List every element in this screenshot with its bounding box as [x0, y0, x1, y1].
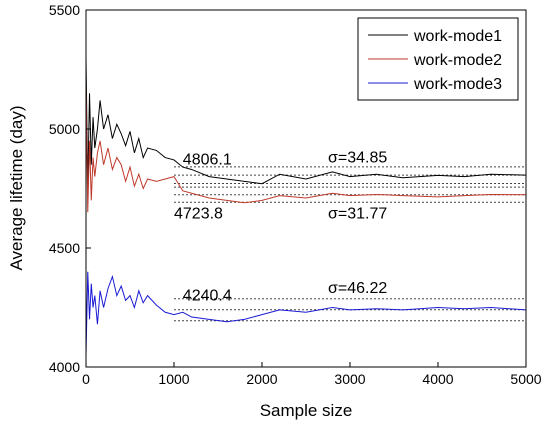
x-axis-title: Sample size	[260, 401, 353, 420]
x-tick-label: 0	[82, 371, 90, 387]
annotation-label: σ=46.22	[328, 280, 387, 297]
annotation-label: σ=31.77	[328, 205, 387, 222]
y-axis-ticks: 4000 4500 5000 5500	[49, 2, 91, 375]
y-tick-label: 5000	[49, 121, 80, 137]
annotation-label: 4806.1	[183, 152, 232, 169]
x-tick-label: 3000	[334, 371, 365, 387]
annotation-label: 4240.4	[183, 287, 232, 304]
series-line-work-mode1	[85, 57, 527, 189]
annotation-label: 4723.8	[174, 205, 223, 222]
y-tick-label: 5500	[49, 2, 80, 18]
x-tick-label: 4000	[422, 371, 453, 387]
reference-lines	[174, 166, 526, 322]
series-line-work-mode2	[85, 81, 527, 213]
legend: work-mode1 work-mode2 work-mode3	[357, 17, 519, 101]
y-tick-label: 4000	[49, 359, 80, 375]
plot-frame	[85, 9, 527, 368]
annotations: 4806.1 σ=34.85 4723.8 σ=31.77 4240.4 σ=46.22	[174, 149, 387, 304]
x-axis-ticks: 0 1000 2000 3000 4000 5000	[82, 362, 542, 387]
legend-label-work-mode2: work-mode2	[413, 52, 502, 69]
legend-label-work-mode1: work-mode1	[413, 28, 502, 45]
series-lines	[85, 57, 527, 356]
series-line-work-mode3	[85, 271, 527, 356]
legend-label-work-mode3: work-mode3	[413, 76, 502, 93]
y-axis-title: Average lifetime (day)	[7, 105, 26, 270]
x-tick-label: 5000	[510, 371, 541, 387]
x-tick-label: 1000	[158, 371, 189, 387]
y-tick-label: 4500	[49, 240, 80, 256]
annotation-label: σ=34.85	[328, 149, 387, 166]
x-tick-label: 2000	[246, 371, 277, 387]
